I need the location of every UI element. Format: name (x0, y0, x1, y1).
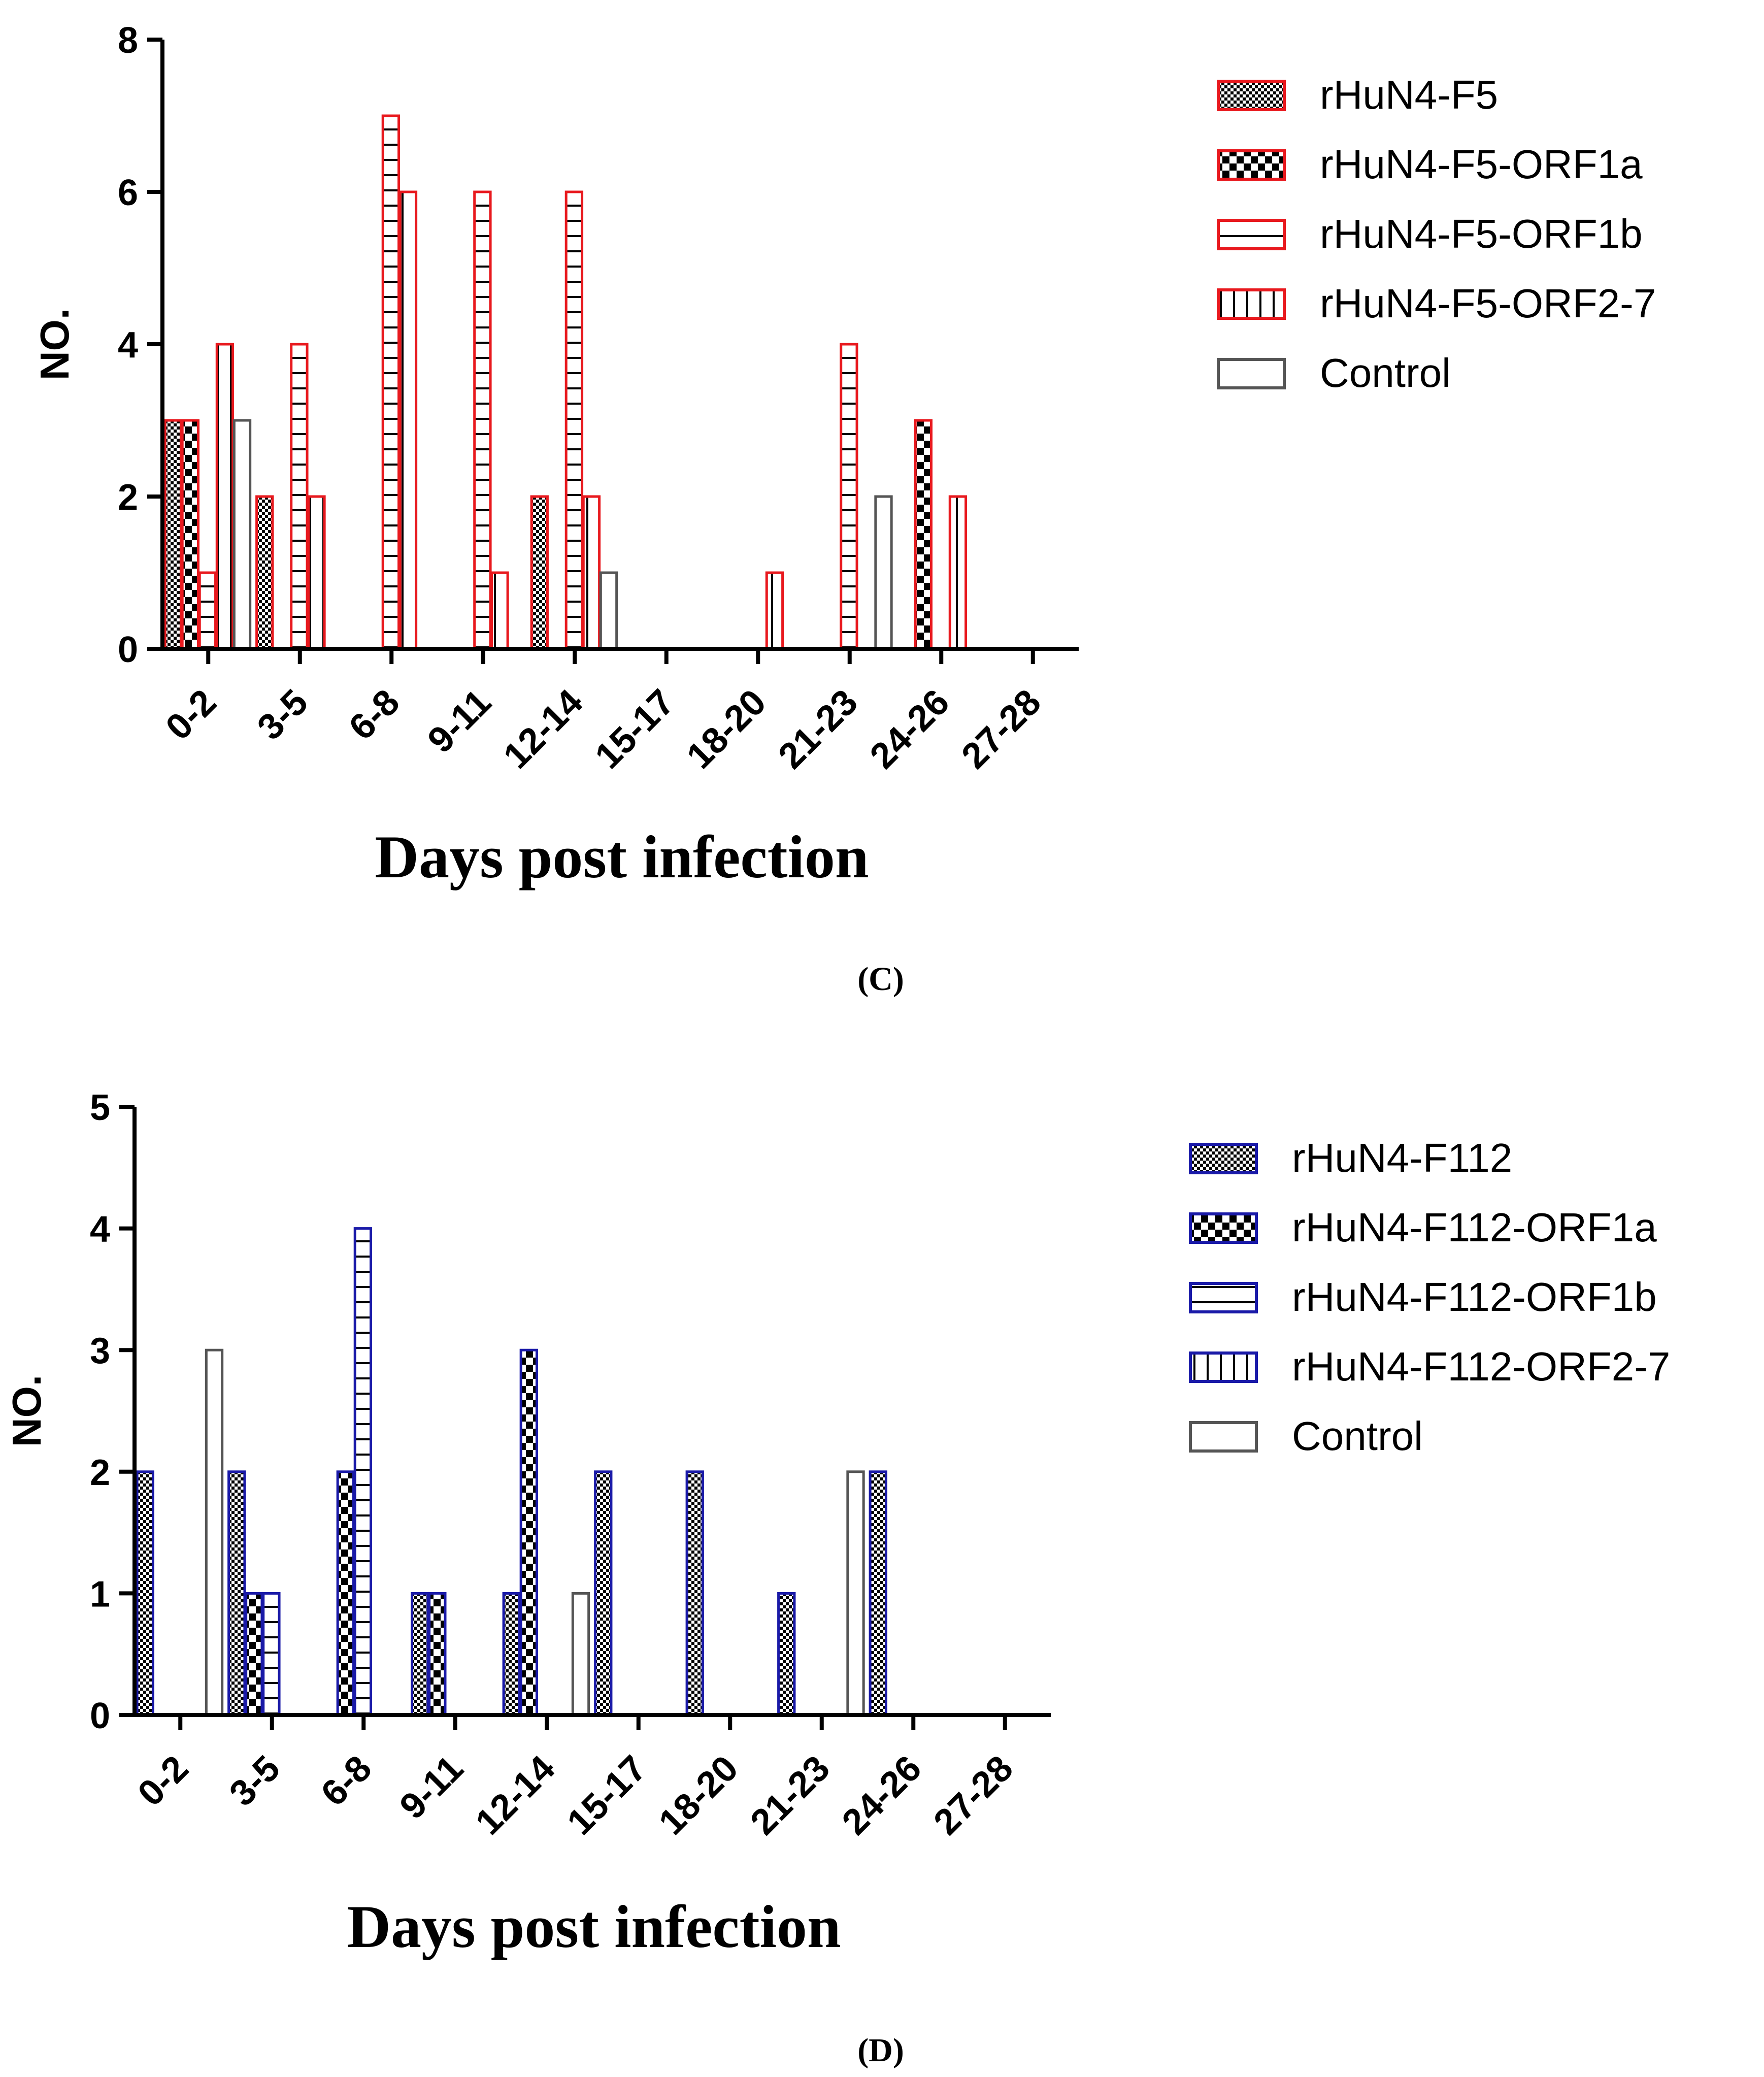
chart-panel-c: 0 2 4 6 8 0-2 3-5 6-8 9-1112-1415-1718-2021-2324… (32, 20, 1656, 998)
x-tick-label-d-3: 9-11 (392, 1748, 471, 1827)
y-tick-label-d-1: 1 (90, 1574, 110, 1614)
bar-c-s3-c3 (490, 571, 509, 650)
bar-c-s0-c0 (163, 419, 182, 650)
bar-c-s2-c2 (381, 114, 401, 650)
bar-c-s0-c4 (530, 495, 549, 650)
bar-d-s0-c1 (227, 1470, 246, 1717)
bar-d-s0-c4 (502, 1592, 521, 1717)
bar-d-s2-c2 (353, 1227, 373, 1717)
bar-c-s3-c4 (582, 495, 601, 650)
panel-label-c: (C) (857, 961, 904, 998)
x-tick-label-c-4: 12-14 (496, 682, 591, 777)
y-tick-label-c-2: 2 (118, 477, 138, 518)
legend-swatch-d-0 (1189, 1143, 1258, 1174)
legend-label-c-1: rHuN4-F5-ORF1a (1320, 142, 1643, 187)
legend-swatch-d-3 (1189, 1351, 1258, 1383)
bar-c-s3-c6 (765, 571, 784, 650)
x-tick-label-c-0: 0-2 (158, 682, 224, 748)
bar-c-s3-c2 (398, 190, 418, 650)
bar-d-s0-c5 (594, 1470, 613, 1717)
legend-swatch-c-2 (1217, 219, 1286, 250)
x-tick-label-c-9: 27-28 (954, 682, 1049, 777)
y-axis-title-c: NO. (32, 308, 77, 380)
x-tick-label-c-3: 9-11 (420, 682, 499, 761)
x-tick-label-c-1: 3-5 (250, 682, 316, 748)
x-tick-label-d-2: 6-8 (313, 1748, 379, 1814)
x-tick-label-c-5: 15-17 (587, 682, 682, 777)
bar-c-s1-c0 (181, 419, 199, 650)
bar-d-s1-c2 (336, 1470, 355, 1717)
bar-c-s2-c4 (564, 190, 584, 650)
panel-label-d: (D) (857, 2032, 904, 2069)
y-tick-label-d-0: 0 (90, 1696, 110, 1736)
bar-c-s3-c8 (948, 495, 968, 650)
x-axis-title-d: Days post infection (347, 1893, 841, 1960)
bar-c-s3-c0 (215, 343, 235, 650)
x-tick-label-c-7: 21-23 (771, 682, 866, 777)
bar-c-s0-c1 (255, 495, 274, 650)
bar-d-s0-c8 (869, 1470, 887, 1717)
y-tick-label-d-2: 2 (90, 1453, 110, 1493)
legend-label-c-0: rHuN4-F5 (1320, 72, 1498, 117)
bar-d-s0-c6 (685, 1470, 704, 1717)
bar-d-s1-c4 (519, 1348, 538, 1717)
legend-swatch-d-2 (1189, 1282, 1258, 1313)
bar-d-s0-c3 (411, 1592, 429, 1717)
bar-d-s4-c7 (846, 1470, 865, 1717)
bar-d-s1-c3 (428, 1592, 447, 1717)
y-tick-label-d-5: 5 (90, 1087, 110, 1128)
y-tick-label-c-4: 4 (118, 325, 138, 366)
legend-swatch-d-4 (1189, 1421, 1258, 1453)
y-tick-label-c-8: 8 (118, 20, 138, 61)
bar-d-s4-c4 (571, 1592, 590, 1717)
x-tick-label-c-6: 18-20 (679, 682, 774, 777)
legend-label-c-3: rHuN4-F5-ORF2-7 (1320, 281, 1656, 326)
x-tick-label-d-6: 18-20 (651, 1748, 746, 1843)
x-tick-label-d-9: 27-28 (926, 1748, 1021, 1843)
x-tick-label-d-7: 21-23 (743, 1748, 838, 1843)
y-tick-label-c-6: 6 (118, 173, 138, 213)
legend-label-c-4: Control (1320, 350, 1451, 395)
legend-swatch-c-1 (1217, 149, 1286, 181)
y-tick-label-d-3: 3 (90, 1331, 110, 1371)
bar-c-s2-c3 (473, 190, 492, 650)
legend-label-c-2: rHuN4-F5-ORF1b (1320, 211, 1643, 256)
bar-c-s1-c8 (914, 419, 933, 650)
legend-label-d-4: Control (1292, 1413, 1423, 1459)
x-tick-label-d-1: 3-5 (222, 1748, 288, 1814)
x-tick-label-c-2: 6-8 (341, 682, 407, 748)
bar-d-s0-c7 (777, 1592, 796, 1717)
x-tick-label-c-8: 24-26 (862, 682, 957, 777)
bar-c-s2-c0 (198, 571, 217, 650)
bar-c-s4-c4 (599, 571, 618, 650)
x-tick-label-d-0: 0-2 (130, 1748, 196, 1814)
bar-d-s2-c1 (262, 1592, 281, 1717)
legend-swatch-c-0 (1217, 80, 1286, 111)
bar-d-s1-c1 (245, 1592, 263, 1717)
y-tick-label-c-0: 0 (118, 630, 138, 670)
x-tick-label-d-8: 24-26 (835, 1748, 929, 1843)
legend-swatch-c-3 (1217, 288, 1286, 320)
bar-c-s2-c1 (290, 343, 309, 650)
x-tick-label-d-5: 15-17 (559, 1748, 654, 1843)
x-axis-title-c: Days post infection (375, 823, 869, 891)
bar-d-s4-c0 (205, 1348, 224, 1717)
legend-label-d-2: rHuN4-F112-ORF1b (1292, 1274, 1657, 1320)
legend-label-d-1: rHuN4-F112-ORF1a (1292, 1205, 1657, 1250)
legend-label-d-3: rHuN4-F112-ORF2-7 (1292, 1344, 1670, 1389)
legend-swatch-c-4 (1217, 358, 1286, 389)
legend-label-d-0: rHuN4-F112 (1292, 1135, 1512, 1180)
bar-c-s2-c7 (840, 343, 858, 650)
y-axis-title-d: NO. (4, 1375, 49, 1447)
bar-d-s0-c0 (136, 1470, 154, 1717)
legend-swatch-d-1 (1189, 1212, 1258, 1244)
x-tick-label-d-4: 12-14 (468, 1748, 563, 1843)
bar-c-s3-c1 (307, 495, 326, 650)
bar-c-s4-c0 (232, 419, 252, 650)
bar-c-s4-c7 (874, 495, 893, 650)
y-tick-label-d-4: 4 (90, 1209, 110, 1250)
